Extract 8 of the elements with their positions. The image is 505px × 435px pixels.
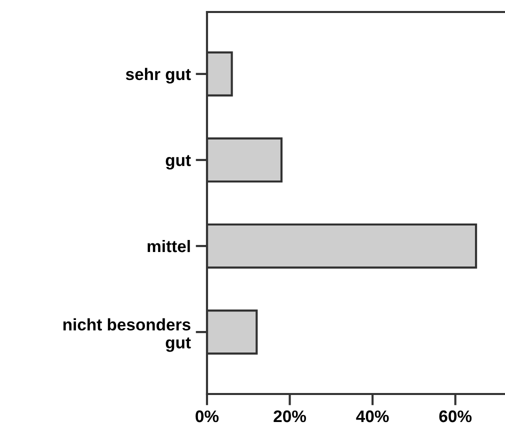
x-tick-label: 60%	[439, 410, 472, 422]
x-tick-label: 20%	[274, 410, 306, 422]
y-tick-label: nicht besonders gut	[63, 318, 191, 352]
x-tick-label: 0%	[196, 410, 219, 422]
y-tick-label: gut	[166, 155, 191, 170]
x-tick-label: 40%	[356, 410, 389, 422]
y-tick-label: sehr gut	[126, 68, 191, 84]
y-tick-label: mittel	[148, 240, 190, 252]
